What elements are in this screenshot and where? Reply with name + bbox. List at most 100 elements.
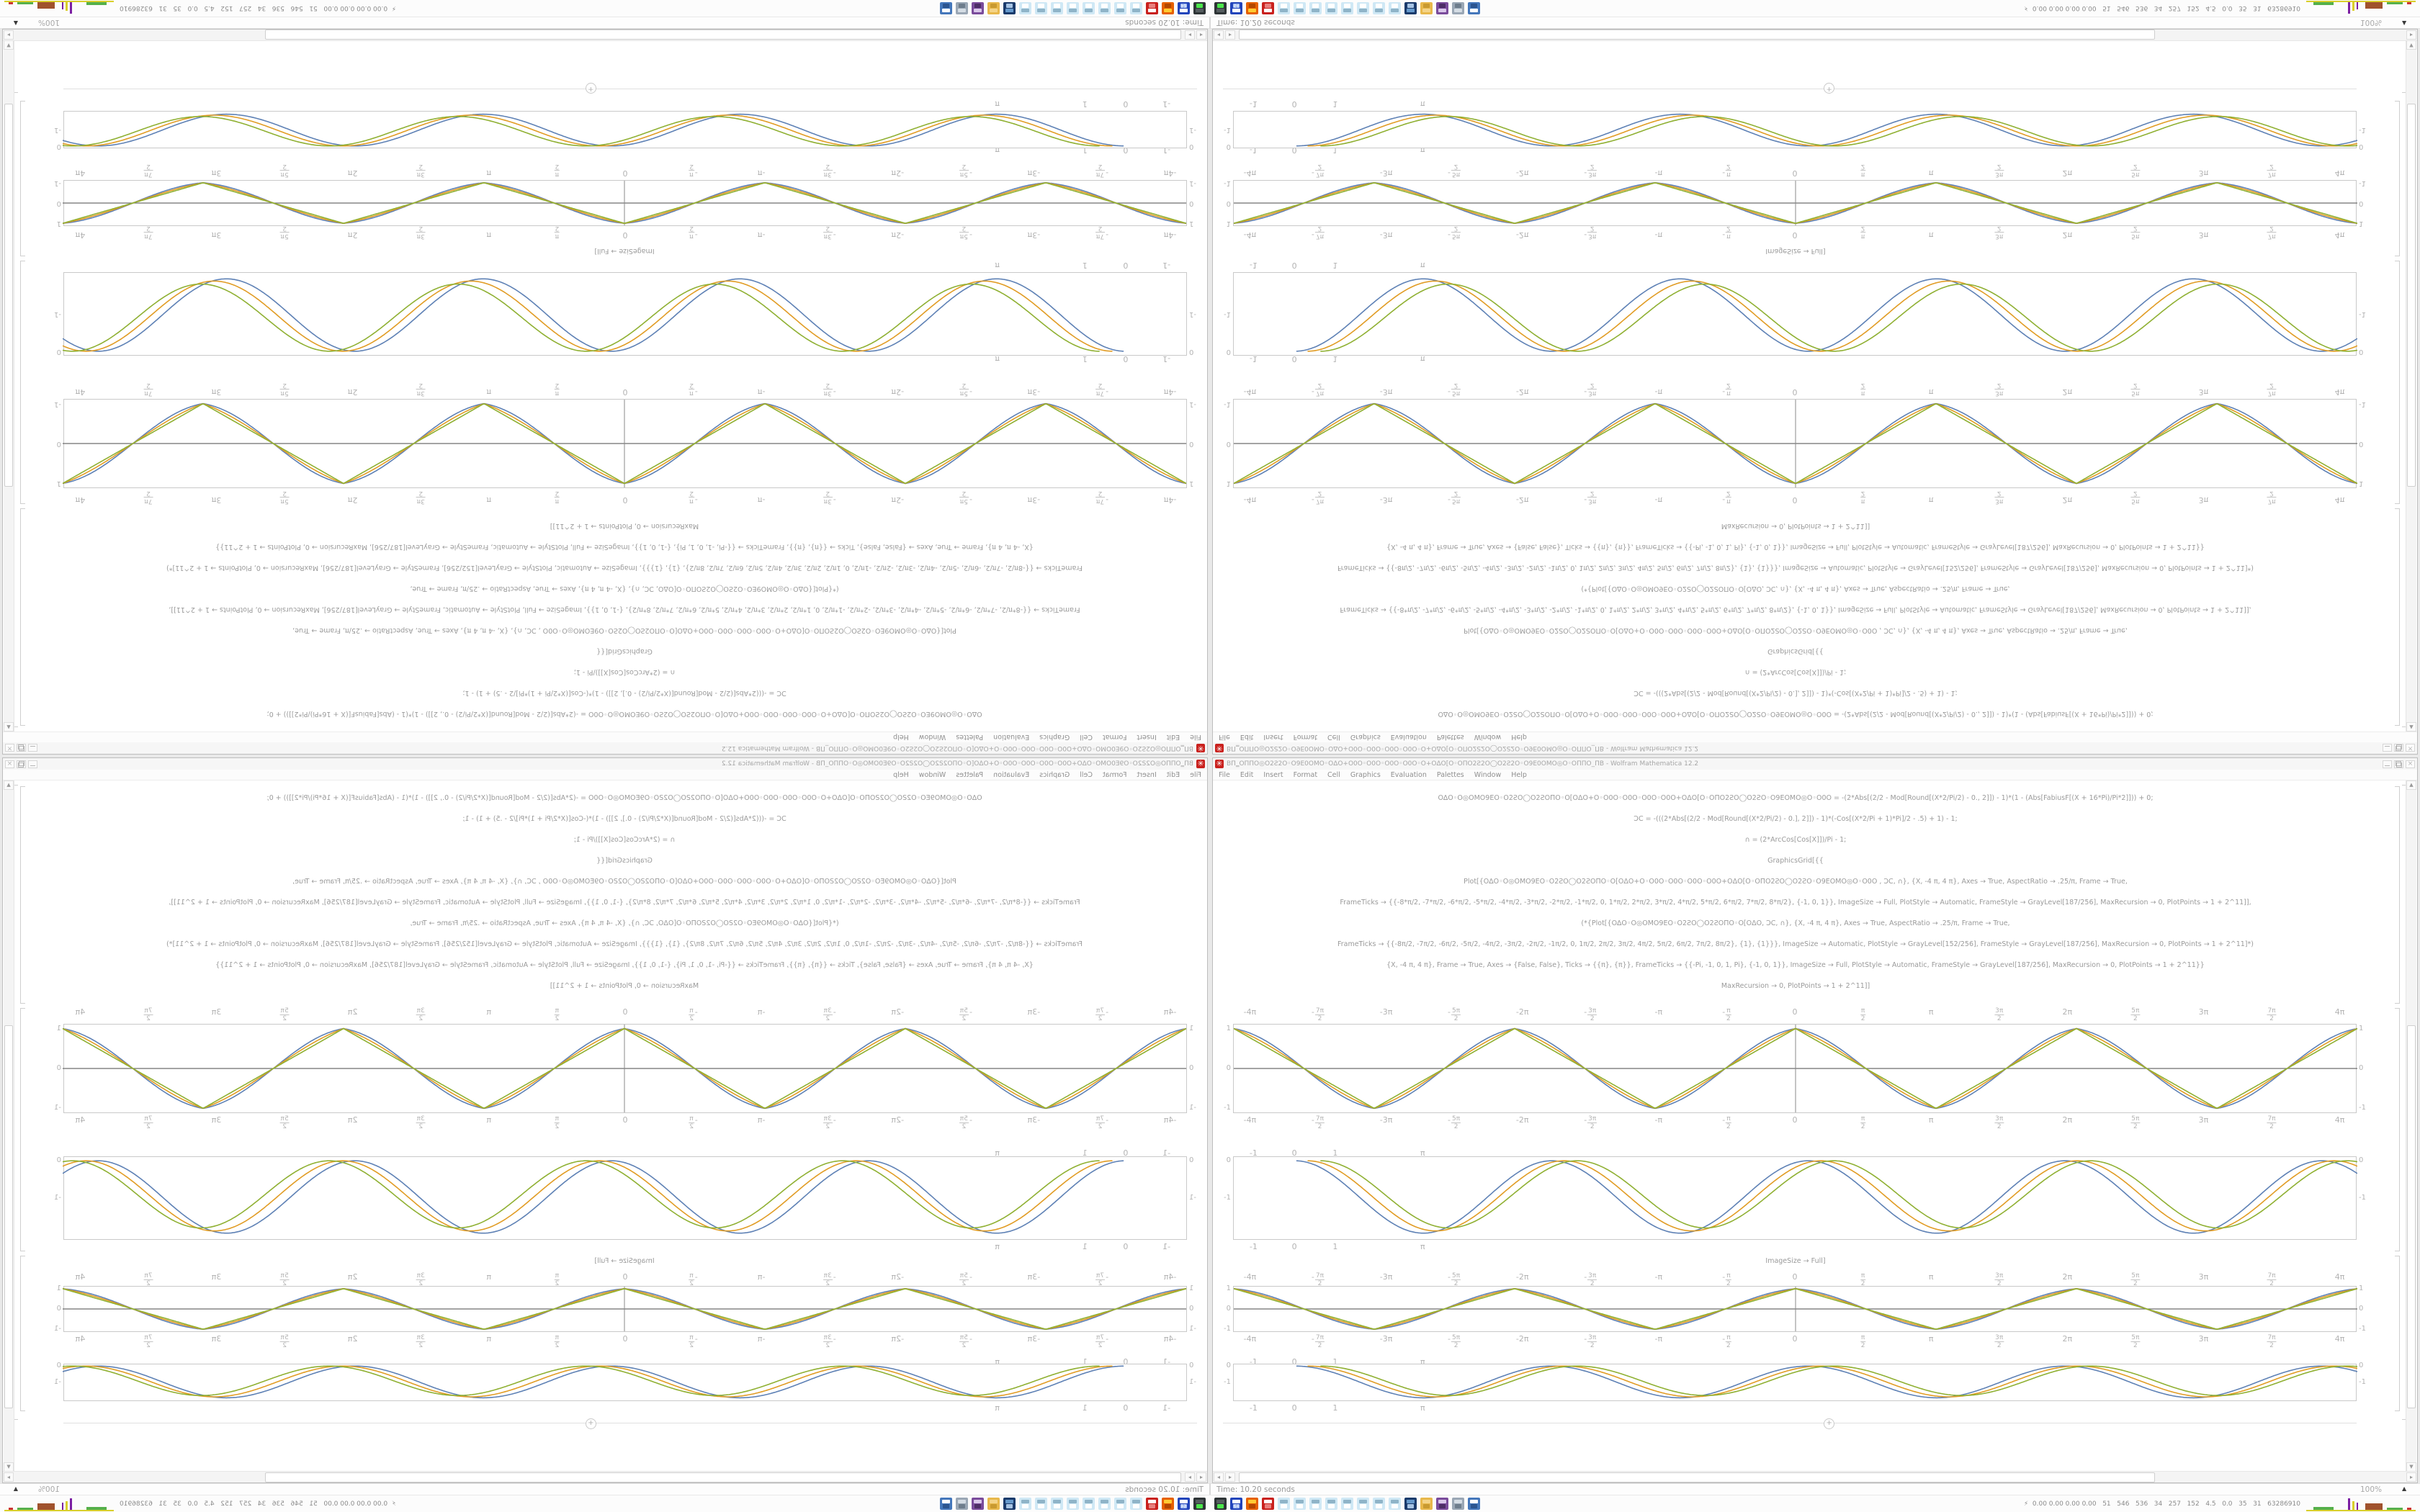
taskbar-icon-folder-tall[interactable] [1420, 1498, 1433, 1510]
code-cell[interactable]: Ο∆Ο◦Ο◎ΟΜΟ9ΕΟ◦Ο2ƧΟ◯Ο2ƧΟΠΟ◦Ο[ΟΔΟ+Ο◦Ο0Ο◦Ο0Ο… [1217, 516, 2374, 724]
insert-plus-icon[interactable]: + [1824, 1418, 1835, 1429]
scroll-right-button[interactable]: ▸ [2406, 30, 2416, 40]
taskbar-icon-removable-drive[interactable] [1193, 1498, 1206, 1510]
menu-item-graphics[interactable]: Graphics [1350, 770, 1381, 779]
minimize-button[interactable] [2383, 760, 2392, 768]
taskbar-icon-mathematica-kernel[interactable] [1146, 2, 1158, 14]
taskbar-icon-notes-3[interactable] [1098, 1498, 1111, 1510]
cell-bracket-output-1[interactable] [20, 1008, 25, 1251]
scroll-right-button-inner[interactable]: ▸ [1225, 1472, 1235, 1482]
taskbar-icon-display-settings[interactable] [1468, 2, 1480, 14]
taskbar-icon-notes-2[interactable] [1294, 2, 1306, 14]
h-scrollbar[interactable]: ◂ ▸ ▸ [1213, 1471, 2417, 1482]
taskbar-icon-display-settings[interactable] [1468, 1498, 1480, 1510]
menu-item-help[interactable]: Help [893, 770, 909, 779]
h-scrollbar[interactable]: ◂ ▸ ▸ [1213, 30, 2417, 41]
tray-arrow-icon[interactable]: ▲ [2402, 20, 2407, 27]
scroll-right-button-inner[interactable]: ▸ [1225, 30, 1235, 40]
maximize-button[interactable] [17, 760, 26, 768]
menu-item-graphics[interactable]: Graphics [1039, 770, 1070, 779]
taskbar-icon-notes-5[interactable] [1341, 2, 1353, 14]
taskbar-icon-notes-8[interactable] [1019, 2, 1031, 14]
taskbar-icon-notes-6[interactable] [1051, 1498, 1063, 1510]
taskbar-icon-system-monitor[interactable] [1404, 2, 1417, 14]
code-cell[interactable]: Ο∆Ο◦Ο◎ΟΜΟ9ΕΟ◦Ο2ƧΟ◯Ο2ƧΟΠΟ◦Ο[ΟΔΟ+Ο◦Ο0Ο◦Ο0Ο… [46, 516, 1203, 724]
taskbar-icon-notes-1[interactable] [1130, 1498, 1142, 1510]
menu-item-file[interactable]: File [1190, 770, 1201, 779]
cell-bracket-input[interactable] [20, 786, 25, 1004]
taskbar-icon-notes-6[interactable] [1357, 1498, 1369, 1510]
taskbar-icon-removable-drive[interactable] [1193, 2, 1206, 14]
cell-bracket-output-2[interactable] [20, 101, 25, 256]
h-scrollbar[interactable]: ◂ ▸ ▸ [3, 30, 1207, 41]
menu-item-window[interactable]: Window [1474, 733, 1502, 742]
menu-item-edit[interactable]: Edit [1166, 733, 1180, 742]
maximize-button[interactable] [2394, 744, 2403, 752]
close-button[interactable]: × [2406, 744, 2415, 752]
insert-plus-icon[interactable]: + [585, 1418, 596, 1429]
cell-bracket-output-2[interactable] [20, 1256, 25, 1411]
taskbar-icon-notes-7[interactable] [1373, 1498, 1385, 1510]
taskbar-icon-notes-1[interactable] [1278, 2, 1290, 14]
menu-item-edit[interactable]: Edit [1240, 733, 1254, 742]
taskbar-icon-notes-4[interactable] [1325, 2, 1337, 14]
taskbar-icon-archive[interactable] [1452, 2, 1464, 14]
menu-item-graphics[interactable]: Graphics [1039, 733, 1070, 742]
menu-item-window[interactable]: Window [918, 770, 946, 779]
minimize-button[interactable] [28, 760, 37, 768]
taskbar-icon-system-monitor[interactable] [1003, 2, 1016, 14]
taskbar-icon-firefox[interactable] [1162, 1498, 1174, 1510]
scroll-right-button[interactable]: ▸ [2406, 1472, 2416, 1482]
taskbar-icon-folder-tall[interactable] [987, 2, 1000, 14]
menu-item-palettes[interactable]: Palettes [956, 770, 984, 779]
taskbar-icon-notes-8[interactable] [1389, 2, 1401, 14]
taskbar-icon-archive[interactable] [956, 2, 968, 14]
menu-item-window[interactable]: Window [918, 733, 946, 742]
scroll-up-button[interactable]: ▲ [2406, 722, 2416, 732]
taskbar-icon-notes-7[interactable] [1035, 2, 1047, 14]
menu-item-help[interactable]: Help [1511, 770, 1527, 779]
taskbar-icon-folder-tall[interactable] [1420, 2, 1433, 14]
taskbar-icon-removable-drive[interactable] [1214, 2, 1227, 14]
taskbar-icon-gimp[interactable] [972, 1498, 984, 1510]
scroll-down-button[interactable]: ▼ [2406, 1462, 2416, 1472]
taskbar-icon-notes-5[interactable] [1067, 1498, 1079, 1510]
h-scroll-thumb[interactable] [1239, 1472, 2155, 1482]
cell-bracket-input[interactable] [20, 508, 25, 726]
taskbar-icon-removable-drive[interactable] [1214, 1498, 1227, 1510]
cell-bracket-output-2[interactable] [2395, 101, 2400, 256]
taskbar-icon-firefox[interactable] [1162, 2, 1174, 14]
cell-bracket-input[interactable] [2395, 786, 2400, 1004]
cell-bracket-output-1[interactable] [2395, 1008, 2400, 1251]
menu-item-edit[interactable]: Edit [1240, 770, 1254, 779]
v-scrollbar[interactable]: ▲ ▼ [4, 780, 14, 1472]
taskbar-icon-gimp[interactable] [1436, 1498, 1448, 1510]
taskbar-icon-firefox[interactable] [1246, 2, 1258, 14]
scroll-down-button[interactable]: ▼ [2406, 40, 2416, 50]
taskbar-icon-notes-3[interactable] [1309, 2, 1322, 14]
menu-item-insert[interactable]: Insert [1137, 733, 1157, 742]
taskbar-icon-floppy-64[interactable]: 64 [1178, 2, 1190, 14]
menu-item-cell[interactable]: Cell [1080, 770, 1093, 779]
menu-item-edit[interactable]: Edit [1166, 770, 1180, 779]
insert-plus-icon[interactable]: + [1824, 83, 1835, 94]
menu-item-window[interactable]: Window [1474, 770, 1502, 779]
menu-item-insert[interactable]: Insert [1263, 770, 1283, 779]
minimize-button[interactable] [28, 744, 37, 752]
menu-item-file[interactable]: File [1219, 770, 1230, 779]
scroll-right-button[interactable]: ▸ [4, 30, 14, 40]
menu-item-evaluation[interactable]: Evaluation [1390, 770, 1427, 779]
menu-item-insert[interactable]: Insert [1263, 733, 1283, 742]
scroll-right-button-inner[interactable]: ▸ [1185, 30, 1195, 40]
code-cell[interactable]: Ο∆Ο◦Ο◎ΟΜΟ9ΕΟ◦Ο2ƧΟ◯Ο2ƧΟΠΟ◦Ο[ΟΔΟ+Ο◦Ο0Ο◦Ο0Ο… [46, 788, 1203, 996]
taskbar-icon-notes-1[interactable] [1130, 2, 1142, 14]
v-scrollbar[interactable]: ▲ ▼ [2406, 780, 2416, 1472]
taskbar-icon-notes-8[interactable] [1019, 1498, 1031, 1510]
menu-item-cell[interactable]: Cell [1327, 733, 1340, 742]
code-cell[interactable]: Ο∆Ο◦Ο◎ΟΜΟ9ΕΟ◦Ο2ƧΟ◯Ο2ƧΟΠΟ◦Ο[ΟΔΟ+Ο◦Ο0Ο◦Ο0Ο… [1217, 788, 2374, 996]
scroll-right-button-inner[interactable]: ▸ [1185, 1472, 1195, 1482]
h-scrollbar[interactable]: ◂ ▸ ▸ [3, 1471, 1207, 1482]
scroll-left-button[interactable]: ◂ [1196, 1472, 1206, 1482]
menu-item-cell[interactable]: Cell [1327, 770, 1340, 779]
scroll-down-button[interactable]: ▼ [4, 40, 14, 50]
